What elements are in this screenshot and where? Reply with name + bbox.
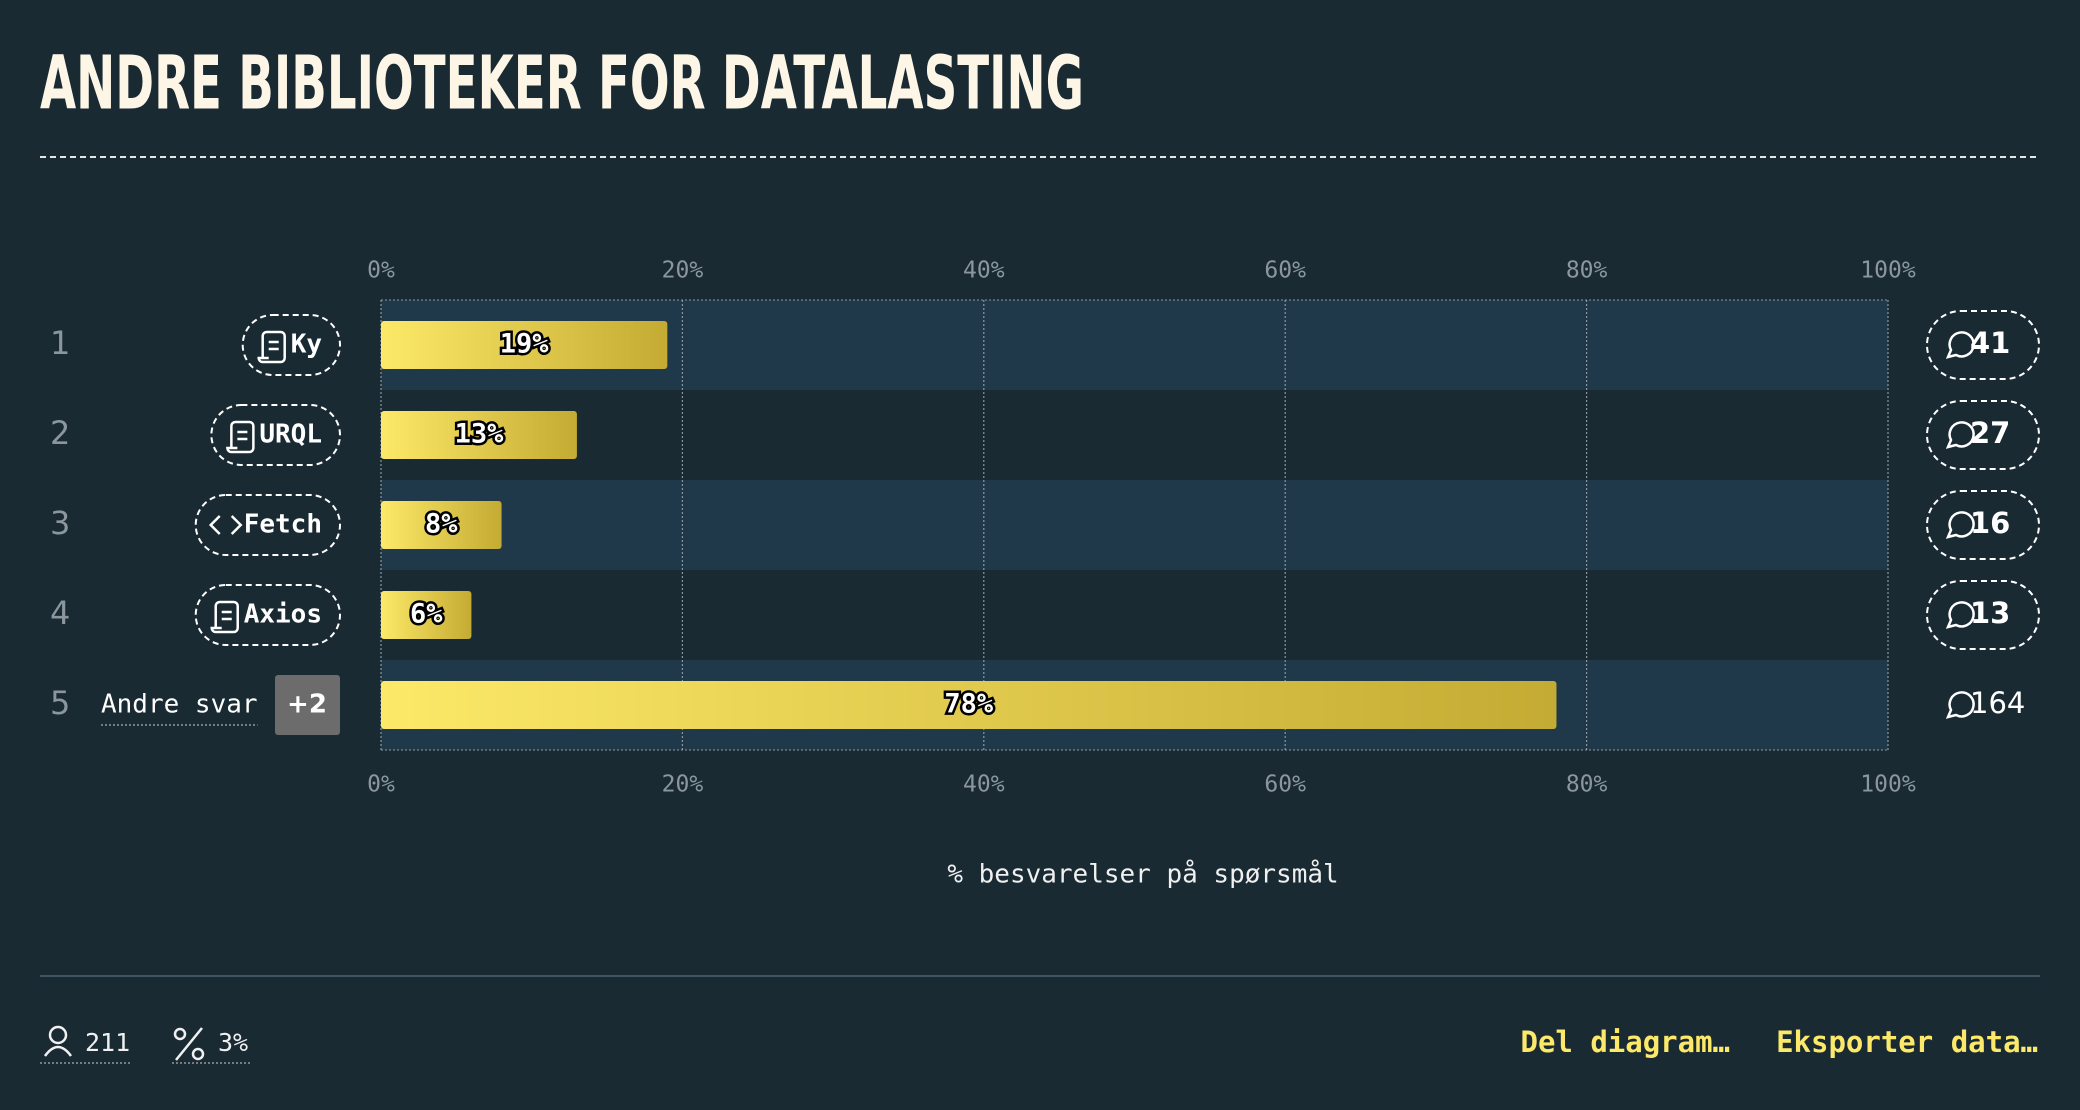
x-tick-label: 80% <box>1566 258 1608 284</box>
value-label: 13% <box>455 419 505 450</box>
category-icon <box>210 600 239 634</box>
percent-icon <box>173 1027 205 1061</box>
category-icon <box>226 420 255 454</box>
x-tick-label: 0% <box>367 258 395 284</box>
count-pill <box>1926 490 2040 560</box>
percent-of-total: 3% <box>218 1028 248 1057</box>
category-icon <box>257 330 286 364</box>
value-label: 78% <box>944 689 994 720</box>
x-tick-label: 80% <box>1566 772 1608 798</box>
category-pill <box>241 314 341 376</box>
export-button[interactable]: Eksporter data… <box>1776 1025 2038 1059</box>
x-tick-label: 100% <box>1860 258 1916 284</box>
category-label: Axios <box>244 600 322 630</box>
value-label: 19% <box>500 329 550 360</box>
bar <box>381 501 502 549</box>
extra-badge <box>275 675 340 735</box>
x-tick-label: 20% <box>662 772 704 798</box>
respondents-icon <box>43 1025 73 1057</box>
count: 27 <box>1970 416 2010 450</box>
count: 41 <box>1970 326 2010 360</box>
value-label: 8% <box>425 509 458 540</box>
bar <box>381 681 1557 729</box>
category-label: URQL <box>259 420 322 450</box>
rank: 4 <box>50 594 70 632</box>
rank: 5 <box>50 684 70 722</box>
comment-icon <box>1945 331 1975 359</box>
category-icon <box>208 515 243 535</box>
category-pill <box>194 584 341 646</box>
x-tick-label: 20% <box>662 258 704 284</box>
comment-icon <box>1945 511 1975 539</box>
respondents: 211 <box>85 1028 130 1057</box>
x-tick-label: 60% <box>1264 258 1306 284</box>
x-tick-label: 100% <box>1860 772 1916 798</box>
value-label: 6% <box>410 599 443 630</box>
bar <box>381 591 472 639</box>
chart-title: ANDRE BIBLIOTEKER FOR DATALASTING <box>40 41 1084 127</box>
bar <box>381 411 577 459</box>
x-tick-label: 40% <box>963 258 1005 284</box>
comment-icon <box>1945 691 1975 719</box>
category-pill <box>210 404 341 466</box>
x-tick-label: 0% <box>367 772 395 798</box>
share-button[interactable]: Del diagram… <box>1520 1025 1730 1059</box>
category-label: Ky <box>291 330 322 360</box>
count: 164 <box>1970 686 2025 720</box>
comment-icon <box>1945 421 1975 449</box>
extra-count: +2 <box>287 690 327 720</box>
rank: 1 <box>50 324 70 362</box>
rank: 2 <box>50 414 70 452</box>
x-axis-label: % besvarelser på spørsmål <box>947 859 1338 890</box>
rank: 3 <box>50 504 70 542</box>
row-band <box>381 480 1888 570</box>
bar <box>381 321 668 369</box>
count: 13 <box>1970 596 2010 630</box>
x-tick-label: 60% <box>1264 772 1306 798</box>
count-pill <box>1926 310 2040 380</box>
x-tick-label: 40% <box>963 772 1005 798</box>
category-label: Fetch <box>244 510 322 540</box>
category-label: Andre svar <box>101 690 258 720</box>
category-pill <box>194 494 341 556</box>
count-pill <box>1926 580 2040 650</box>
count: 16 <box>1970 506 2010 540</box>
count-pill <box>1926 400 2040 470</box>
comment-icon <box>1945 601 1975 629</box>
